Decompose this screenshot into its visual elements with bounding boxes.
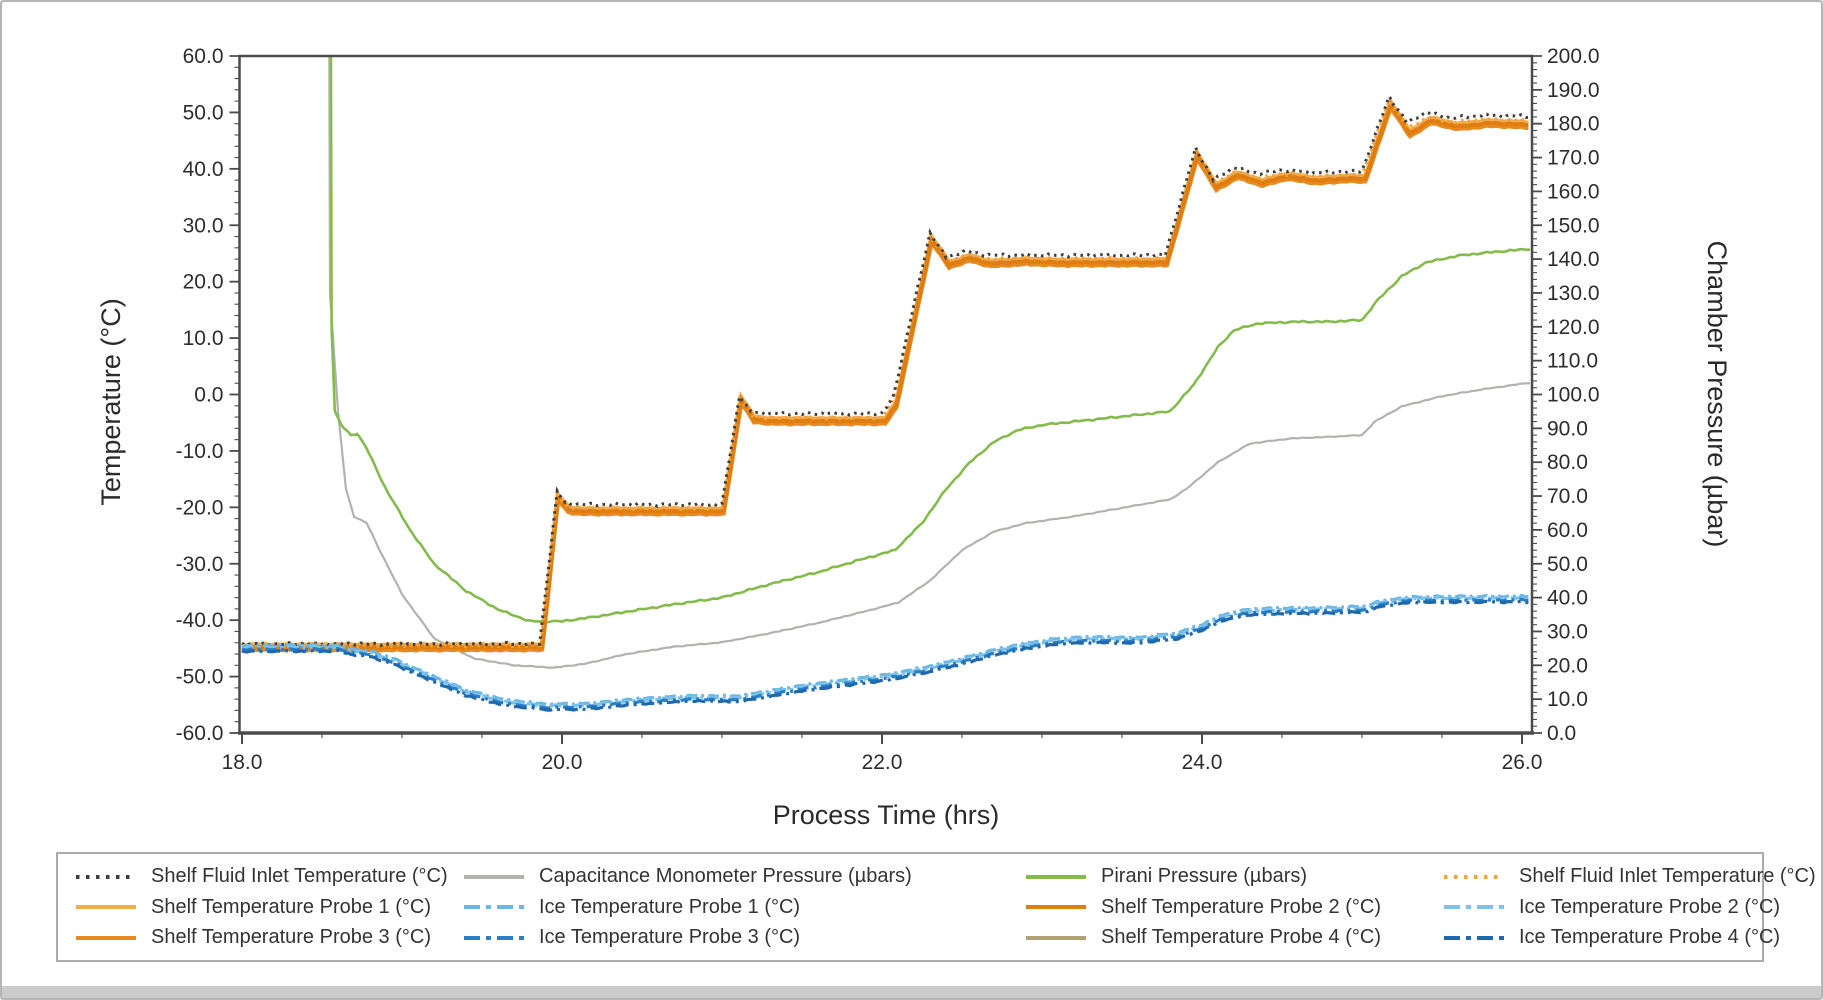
axes: -60.0 -50.0 -40.0 -30.0 -20.0 -10.0 0.0 10.0 20.… bbox=[176, 45, 1600, 774]
legend-label: Shelf Temperature Probe 2 (°C) bbox=[1101, 895, 1381, 918]
legend-swatch-dashdot-icon bbox=[464, 935, 524, 940]
svg-text:140.0: 140.0 bbox=[1547, 248, 1600, 271]
svg-text:100.0: 100.0 bbox=[1547, 384, 1600, 407]
legend-item-11: Ice Temperature Probe 4 (°C) bbox=[1442, 926, 1816, 949]
y-axis-right-title: Chamber Pressure (µbar) bbox=[1702, 241, 1732, 548]
legend-swatch-solid-icon bbox=[76, 935, 136, 940]
svg-text:20.0: 20.0 bbox=[542, 751, 583, 774]
svg-text:60.0: 60.0 bbox=[1547, 519, 1588, 542]
svg-text:10.0: 10.0 bbox=[183, 327, 224, 350]
svg-text:60.0: 60.0 bbox=[183, 45, 224, 68]
legend-swatch-dashdot-icon bbox=[1444, 905, 1504, 909]
legend-swatch-solid-icon bbox=[76, 905, 136, 909]
svg-text:80.0: 80.0 bbox=[1547, 451, 1588, 474]
legend-swatch-solid-icon bbox=[1026, 905, 1086, 909]
legend-swatch-solid-icon bbox=[1026, 874, 1086, 879]
legend-label: Shelf Temperature Probe 3 (°C) bbox=[151, 926, 431, 948]
legend-label: Capacitance Monometer Pressure (µbars) bbox=[539, 865, 912, 887]
legend-label: Shelf Temperature Probe 1 (°C) bbox=[151, 895, 431, 918]
svg-text:-30.0: -30.0 bbox=[176, 553, 224, 576]
svg-text:160.0: 160.0 bbox=[1547, 180, 1600, 203]
svg-text:110.0: 110.0 bbox=[1547, 350, 1598, 373]
svg-text:190.0: 190.0 bbox=[1547, 79, 1600, 102]
svg-text:24.0: 24.0 bbox=[1182, 751, 1223, 774]
svg-text:30.0: 30.0 bbox=[183, 214, 224, 237]
legend-item-10: Shelf Temperature Probe 4 (°C) bbox=[1024, 926, 1442, 949]
svg-text:0.0: 0.0 bbox=[1547, 722, 1576, 745]
legend-item-2: Pirani Pressure (µbars) bbox=[1024, 865, 1442, 888]
svg-text:-20.0: -20.0 bbox=[176, 496, 224, 519]
legend-item-5: Ice Temperature Probe 1 (°C) bbox=[462, 896, 1024, 919]
svg-text:150.0: 150.0 bbox=[1547, 214, 1600, 237]
svg-text:-40.0: -40.0 bbox=[176, 609, 224, 632]
legend-swatch-dotted-icon bbox=[76, 874, 136, 879]
process-chart-svg: -60.0 -50.0 -40.0 -30.0 -20.0 -10.0 0.0 10.0 20.… bbox=[96, 45, 1732, 830]
series-shelf-temperature-probe-3 bbox=[241, 101, 1529, 653]
svg-text:20.0: 20.0 bbox=[1547, 654, 1588, 677]
legend-swatch-dotted-icon bbox=[1444, 874, 1504, 879]
series-ice-temperature-probe-1 bbox=[241, 593, 1529, 706]
series-shelf-temperature-probe-2 bbox=[241, 99, 1529, 651]
svg-text:10.0: 10.0 bbox=[1547, 688, 1588, 711]
series-ice-temperature-probe-3 bbox=[241, 597, 1529, 710]
bottom-bar bbox=[2, 986, 1821, 998]
svg-text:170.0: 170.0 bbox=[1547, 147, 1600, 170]
svg-text:70.0: 70.0 bbox=[1547, 485, 1588, 508]
svg-text:30.0: 30.0 bbox=[1547, 620, 1588, 643]
legend-item-4: Shelf Temperature Probe 1 (°C) bbox=[74, 896, 462, 919]
svg-text:18.0: 18.0 bbox=[222, 751, 263, 774]
svg-text:50.0: 50.0 bbox=[1547, 553, 1588, 576]
legend-item-7: Ice Temperature Probe 2 (°C) bbox=[1442, 896, 1816, 919]
svg-text:22.0: 22.0 bbox=[862, 751, 903, 774]
legend-item-3: Shelf Fluid Inlet Temperature (°C) bbox=[1442, 865, 1816, 888]
legend-label: Ice Temperature Probe 2 (°C) bbox=[1519, 895, 1781, 918]
svg-text:0.0: 0.0 bbox=[194, 384, 223, 407]
series-ice-temperature-probe-2 bbox=[241, 595, 1529, 708]
legend-label: Ice Temperature Probe 3 (°C) bbox=[539, 926, 801, 948]
legend-swatch-dashdot-icon bbox=[1444, 935, 1504, 940]
svg-text:-60.0: -60.0 bbox=[176, 722, 224, 745]
svg-text:-50.0: -50.0 bbox=[176, 666, 224, 689]
svg-text:90.0: 90.0 bbox=[1547, 417, 1588, 440]
legend-item-1: Capacitance Monometer Pressure (µbars) bbox=[462, 865, 1024, 888]
series-pirani-pressure bbox=[329, 56, 1531, 624]
legend-label: Shelf Fluid Inlet Temperature (°C) bbox=[151, 865, 448, 887]
svg-text:50.0: 50.0 bbox=[183, 101, 224, 124]
legend-label: Shelf Fluid Inlet Temperature (°C) bbox=[1519, 865, 1816, 887]
legend-item-8: Shelf Temperature Probe 3 (°C) bbox=[74, 926, 462, 949]
series-capacitance-monometer-pressure bbox=[328, 56, 1531, 669]
series-shelf-fluid-inlet-temperature bbox=[241, 93, 1529, 648]
chart-legend: Shelf Fluid Inlet Temperature (°C) Capaci… bbox=[56, 852, 1816, 962]
legend-label: Shelf Temperature Probe 4 (°C) bbox=[1101, 926, 1381, 948]
series-shelf-fluid-inlet-temperature-orange bbox=[241, 97, 1529, 649]
legend-label: Ice Temperature Probe 1 (°C) bbox=[539, 895, 801, 918]
svg-text:180.0: 180.0 bbox=[1547, 113, 1600, 136]
series-ice-temperature-probe-4 bbox=[241, 599, 1529, 712]
legend-swatch-dashdot-icon bbox=[464, 905, 524, 909]
x-axis-title: Process Time (hrs) bbox=[773, 800, 1000, 830]
svg-text:200.0: 200.0 bbox=[1547, 45, 1600, 68]
plot-frame bbox=[238, 54, 1534, 735]
legend-label: Pirani Pressure (µbars) bbox=[1101, 865, 1308, 887]
svg-text:40.0: 40.0 bbox=[183, 158, 224, 181]
svg-text:130.0: 130.0 bbox=[1547, 282, 1600, 305]
legend-item-0: Shelf Fluid Inlet Temperature (°C) bbox=[74, 865, 462, 888]
svg-text:20.0: 20.0 bbox=[183, 271, 224, 294]
y-axis-left-title: Temperature (°C) bbox=[96, 298, 126, 505]
series-lines bbox=[241, 56, 1531, 712]
legend-item-6: Shelf Temperature Probe 2 (°C) bbox=[1024, 896, 1442, 919]
svg-text:26.0: 26.0 bbox=[1502, 751, 1543, 774]
svg-text:-10.0: -10.0 bbox=[176, 440, 224, 463]
legend-label: Ice Temperature Probe 4 (°C) bbox=[1519, 926, 1781, 948]
legend-swatch-solid-icon bbox=[464, 874, 524, 879]
legend-swatch-solid-icon bbox=[1026, 935, 1086, 940]
legend-item-9: Ice Temperature Probe 3 (°C) bbox=[462, 926, 1024, 949]
svg-text:40.0: 40.0 bbox=[1547, 587, 1588, 610]
svg-text:120.0: 120.0 bbox=[1547, 316, 1600, 339]
